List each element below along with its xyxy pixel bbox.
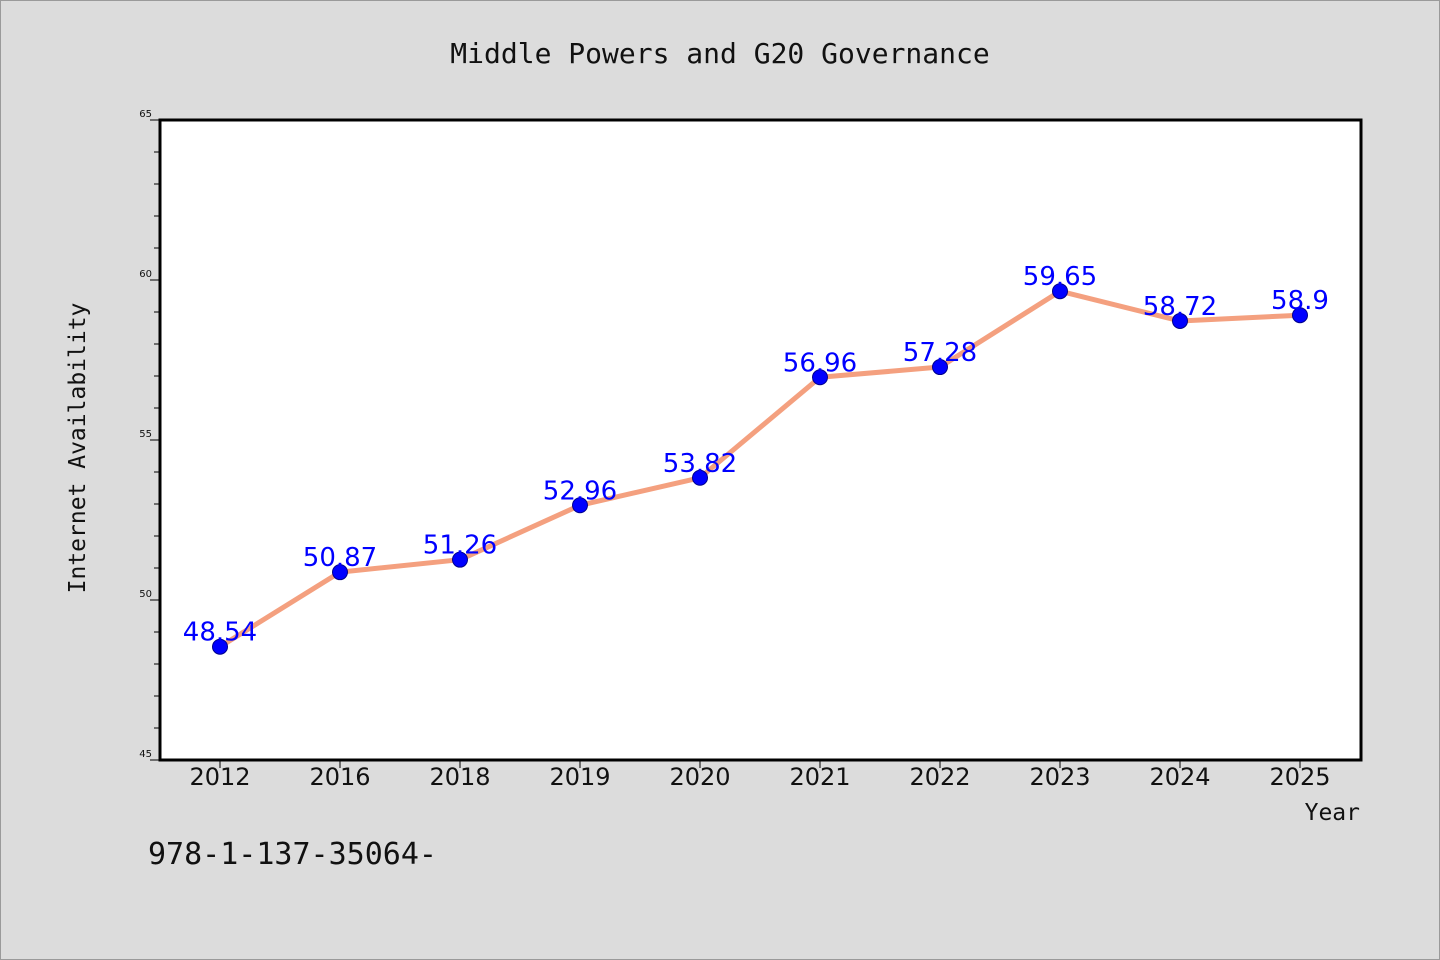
x-tick-label: 2021 [789, 763, 850, 791]
data-point [1172, 312, 1188, 329]
series-line-group [217, 288, 1303, 650]
x-tick-label: 2019 [549, 763, 610, 791]
data-label: 53.82 [663, 449, 737, 479]
data-point [692, 469, 708, 486]
data-point [932, 359, 948, 376]
x-tick-label: 2023 [1029, 763, 1090, 791]
data-label: 57.28 [903, 338, 977, 368]
data-label: 51.26 [423, 531, 497, 561]
x-axis: 2012 2016 2018 2019 2020 2021 2022 2023 2024 2025 [189, 760, 1331, 791]
data-label: 59.65 [1023, 262, 1097, 292]
isbn-footer: 978-1-137-35064- [148, 837, 437, 872]
data-point [452, 551, 468, 568]
y-axis-title: Internet Availability [65, 303, 91, 594]
plot-area [158, 118, 1363, 762]
data-point [572, 497, 588, 514]
data-label: 56.96 [783, 348, 857, 378]
y-axis: 45 50 55 60 65 [139, 109, 160, 761]
data-label: 48.54 [183, 618, 257, 648]
x-tick-label: 2020 [669, 763, 730, 791]
x-tick-label: 2025 [1269, 763, 1330, 791]
y-tick-label: 65 [139, 109, 152, 120]
data-points [212, 283, 1308, 655]
data-label: 52.96 [543, 476, 617, 506]
x-tick-label: 2012 [189, 763, 250, 791]
data-label: 50.87 [303, 543, 377, 573]
data-point [332, 564, 348, 581]
data-point [812, 369, 828, 386]
data-point [212, 638, 228, 655]
data-labels: 48.54 50.87 51.26 52.96 53.82 56.96 57.28 59.65… [183, 262, 1329, 648]
x-tick-label: 2024 [1149, 763, 1210, 791]
data-label: 58.72 [1143, 292, 1217, 322]
x-tick-label: 2022 [909, 763, 970, 791]
x-tick-label: 2018 [429, 763, 490, 791]
y-tick-label: 45 [139, 749, 152, 760]
data-point [1292, 307, 1308, 324]
chart-title: Middle Powers and G20 Governance [450, 37, 989, 70]
x-axis-title: Year [1305, 800, 1360, 826]
y-tick-label: 50 [139, 589, 152, 600]
data-label: 58.9 [1271, 286, 1329, 316]
data-point [1052, 283, 1068, 300]
x-tick-label: 2016 [309, 763, 370, 791]
y-tick-label: 55 [139, 429, 152, 440]
y-tick-label: 60 [139, 269, 152, 280]
series-line [217, 288, 1303, 650]
